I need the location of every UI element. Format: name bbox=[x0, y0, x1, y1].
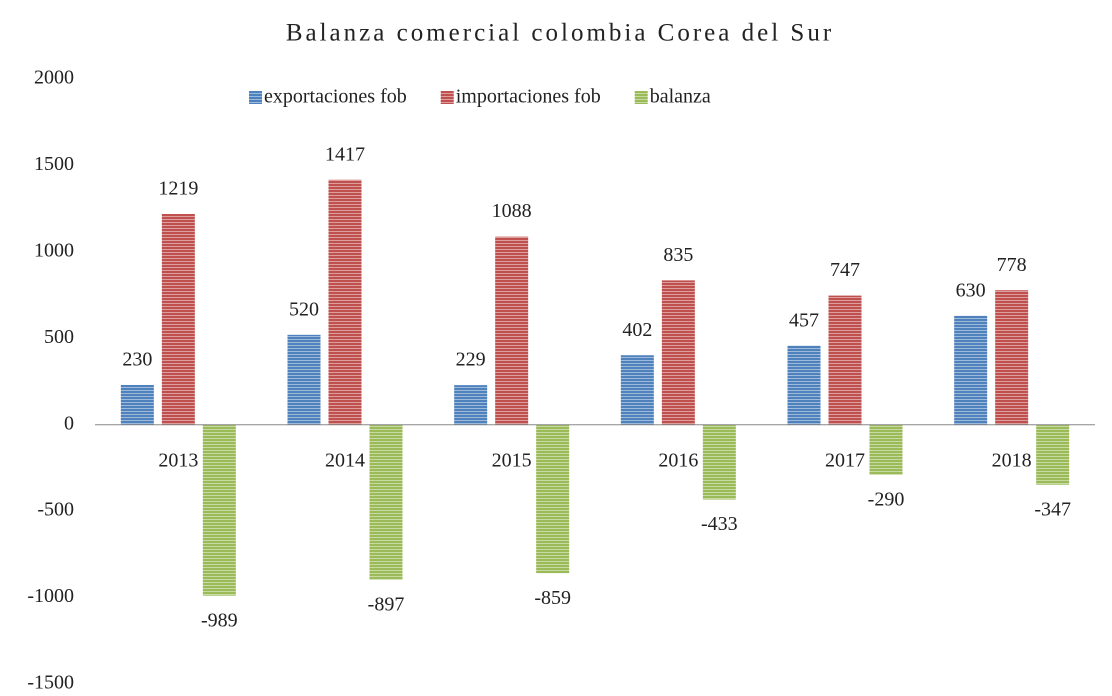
bar bbox=[536, 424, 570, 574]
y-tick-label: -1000 bbox=[27, 585, 74, 607]
data-label: -989 bbox=[201, 609, 238, 631]
legend-label: exportaciones fob bbox=[264, 86, 407, 108]
x-tick-label: 2017 bbox=[825, 449, 865, 471]
data-label: 457 bbox=[789, 309, 819, 331]
data-label: -347 bbox=[1034, 498, 1071, 520]
bar bbox=[369, 424, 403, 580]
bar bbox=[287, 334, 321, 425]
y-tick-label: 0 bbox=[64, 412, 74, 434]
x-tick-label: 2015 bbox=[492, 449, 532, 471]
legend-swatch bbox=[249, 91, 262, 104]
legend: exportaciones fob importaciones fob balanz… bbox=[249, 86, 711, 108]
y-tick-label: 1500 bbox=[34, 153, 74, 175]
legend-swatch bbox=[440, 91, 454, 104]
bar bbox=[787, 345, 821, 425]
bar bbox=[828, 295, 862, 425]
bar bbox=[620, 355, 654, 425]
bar bbox=[702, 424, 736, 500]
y-tick-label: 1000 bbox=[34, 239, 74, 261]
legend-swatch bbox=[634, 91, 648, 104]
data-label: -433 bbox=[701, 513, 738, 535]
y-tick-label: 2000 bbox=[34, 67, 74, 89]
bar bbox=[120, 384, 154, 425]
x-tick-label: 2016 bbox=[658, 449, 698, 471]
bar bbox=[202, 424, 236, 596]
data-label: -290 bbox=[868, 488, 905, 510]
chart-title: Balanza comercial colombia Corea del Sur bbox=[286, 20, 834, 47]
legend-label: importaciones fob bbox=[456, 86, 601, 108]
y-tick-label: 500 bbox=[44, 326, 74, 348]
data-label: 1417 bbox=[325, 143, 365, 165]
bar bbox=[661, 280, 695, 425]
y-tick-label: -1500 bbox=[27, 672, 74, 694]
bar bbox=[954, 315, 988, 425]
bar bbox=[1036, 424, 1070, 485]
data-label: 402 bbox=[622, 319, 652, 341]
data-label: 1219 bbox=[158, 178, 198, 200]
data-label: 835 bbox=[663, 244, 693, 266]
data-label: 520 bbox=[289, 298, 319, 320]
bar bbox=[161, 214, 195, 425]
data-label: 1088 bbox=[492, 200, 532, 222]
bar bbox=[454, 385, 488, 425]
legend-label: balanza bbox=[650, 86, 711, 108]
data-label: 229 bbox=[456, 349, 486, 371]
data-label: 747 bbox=[830, 259, 860, 281]
bar bbox=[869, 424, 903, 475]
data-label: 230 bbox=[122, 349, 152, 371]
bar bbox=[495, 236, 529, 425]
bar bbox=[995, 290, 1029, 425]
data-label: -859 bbox=[534, 587, 571, 609]
bar bbox=[328, 179, 362, 425]
x-tick-label: 2014 bbox=[325, 449, 365, 471]
x-tick-label: 2013 bbox=[158, 449, 198, 471]
y-tick-label: -500 bbox=[37, 499, 74, 521]
data-label: 630 bbox=[956, 279, 986, 301]
data-label: -897 bbox=[368, 593, 405, 615]
x-tick-label: 2018 bbox=[992, 449, 1032, 471]
data-label: 778 bbox=[997, 254, 1027, 276]
